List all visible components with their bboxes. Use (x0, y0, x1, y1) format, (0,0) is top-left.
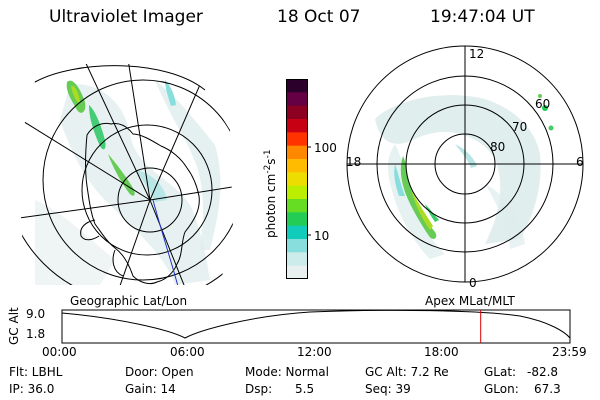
geographic-caption: Geographic Lat/Lon (70, 294, 188, 308)
colorbar-band (286, 79, 308, 93)
colorbar-band (286, 185, 308, 200)
colorbar-band (286, 92, 308, 107)
colorbar-band (286, 199, 308, 213)
colorbar-band (286, 105, 308, 120)
colorbar-band (286, 145, 308, 160)
altitude-timeline (61, 309, 571, 344)
colorbar-scale (286, 79, 308, 279)
x-tick-0000: 00:00 (42, 345, 77, 359)
glat-label: GLat: (484, 365, 517, 379)
glat-value: -82.8 (527, 365, 559, 379)
colorbar-tick-100: 100 (314, 141, 337, 155)
unit-exp2: -1 (263, 149, 273, 159)
colorbar-band (286, 212, 308, 227)
mlat-label-70: 70 (512, 120, 528, 134)
geographic-map (20, 64, 233, 285)
apex-caption: Apex MLat/MLT (425, 294, 515, 308)
filter-status: Flt: LBHL (9, 365, 63, 379)
time-label: 19:47:04 UT (430, 7, 535, 27)
colorbar-band (286, 132, 308, 147)
colorbar-ticks (307, 146, 311, 236)
unit-text: photon cm (264, 173, 278, 238)
x-tick-1200: 12:00 (297, 345, 332, 359)
x-tick-0600: 06:00 (170, 345, 205, 359)
colorbar-band (286, 172, 308, 187)
mlt-label-18: 18 (346, 155, 362, 169)
seq-status: Seq: 39 (365, 382, 411, 396)
colorbar-border (286, 79, 308, 279)
instrument-title: Ultraviolet Imager (49, 7, 203, 27)
mlt-label-0: 0 (469, 276, 477, 290)
colorbar-band (286, 265, 308, 279)
colorbar-tick-10: 10 (314, 229, 330, 243)
colorbar-band (286, 119, 308, 133)
mlt-label-6: 6 (576, 155, 584, 169)
mode-status: Mode: Normal (245, 365, 329, 379)
gain-status: Gain: 14 (125, 382, 176, 396)
colorbar-band (286, 159, 308, 173)
glon-label: GLon: (484, 382, 519, 396)
x-tick-1800: 18:00 (424, 345, 459, 359)
gc-alt-axis-label: GC Alt (7, 307, 21, 345)
dsp-label: Dsp: (245, 382, 273, 396)
ip-status: IP: 36.0 (9, 382, 55, 396)
mlat-label-60: 60 (535, 97, 551, 111)
x-tick-2359: 23:59 (552, 345, 587, 359)
mlat-mlt-dial (346, 45, 584, 283)
dsp-value: 5.5 (295, 382, 315, 396)
y-tick-9: 9.0 (26, 307, 46, 321)
unit-text2: s (264, 158, 278, 165)
colorbar-unit-label: photon cm-2s-1 (263, 149, 278, 238)
y-tick-1-8: 1.8 (26, 327, 46, 341)
mlat-label-80: 80 (490, 140, 506, 154)
date-label: 18 Oct 07 (277, 7, 361, 27)
colorbar-band (286, 225, 308, 240)
unit-exp1: -2 (263, 164, 273, 174)
glon-value: 67.3 (534, 382, 561, 396)
colorbar-band (286, 239, 308, 253)
door-status: Door: Open (125, 365, 194, 379)
colorbar-band (286, 252, 308, 267)
mlt-label-12: 12 (469, 47, 485, 61)
gc-alt-status: GC Alt: 7.2 Re (365, 365, 449, 379)
